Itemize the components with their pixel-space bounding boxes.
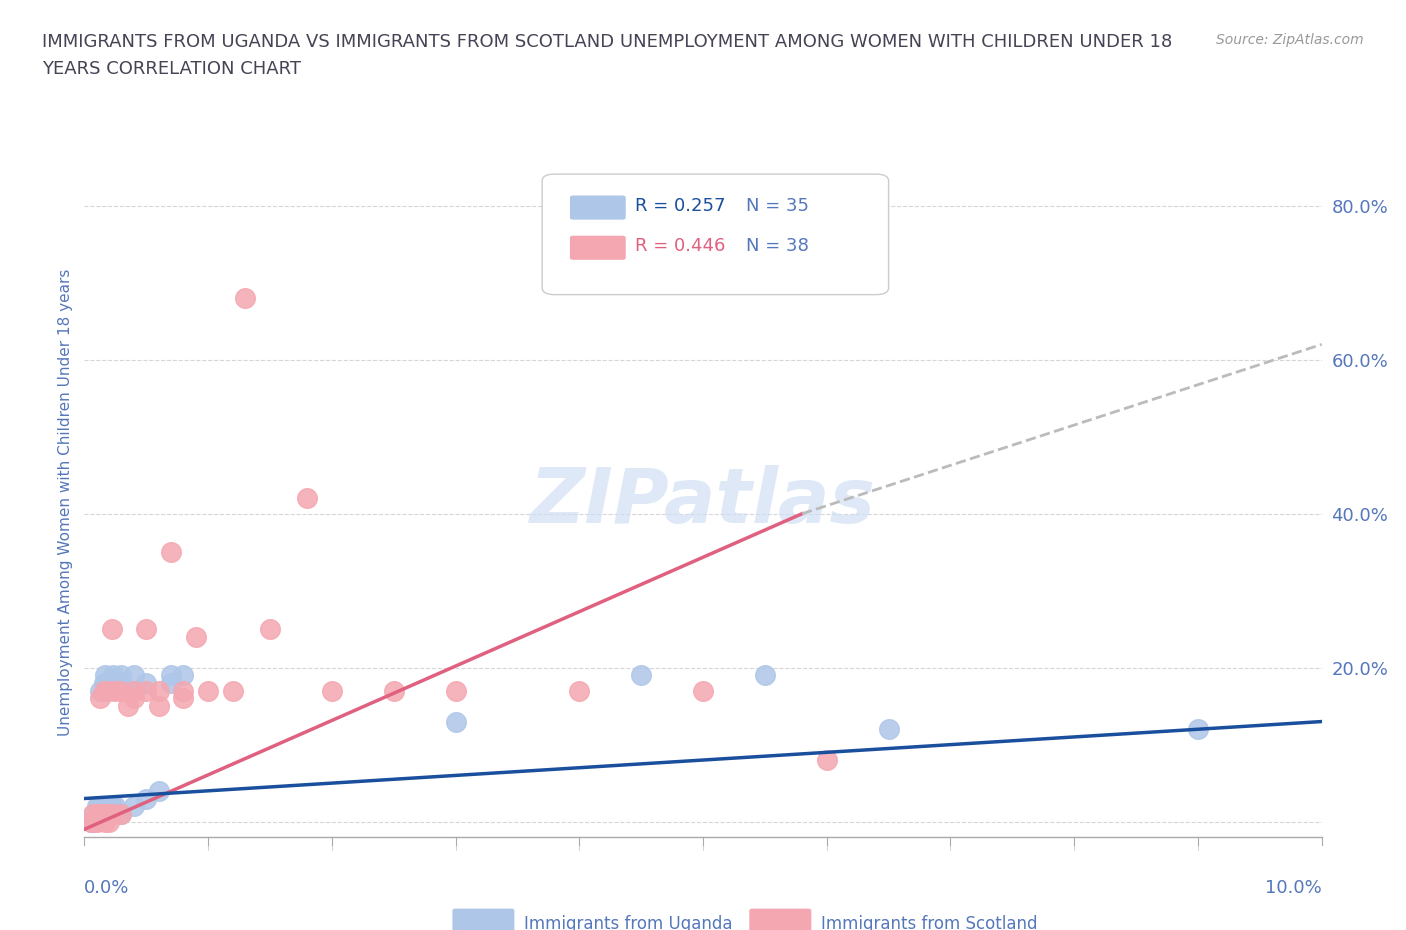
Text: Source: ZipAtlas.com: Source: ZipAtlas.com: [1216, 33, 1364, 46]
Point: [96, 799, 118, 814]
Point: [101, 806, 124, 821]
Point: [110, 668, 132, 683]
FancyBboxPatch shape: [543, 174, 889, 295]
Point: [91, 806, 114, 821]
Text: 10.0%: 10.0%: [1265, 880, 1322, 897]
Text: YEARS CORRELATION CHART: YEARS CORRELATION CHART: [42, 60, 301, 78]
Point: [692, 684, 714, 698]
Point: [222, 684, 245, 698]
Point: [100, 622, 122, 637]
Point: [94, 668, 117, 683]
Point: [148, 684, 170, 698]
Point: [98, 806, 121, 821]
Point: [568, 684, 591, 698]
Point: [259, 622, 281, 637]
Text: R = 0.446: R = 0.446: [636, 237, 725, 256]
Point: [877, 722, 900, 737]
Text: 0.0%: 0.0%: [84, 880, 129, 897]
Point: [630, 668, 652, 683]
Point: [122, 799, 145, 814]
Point: [135, 622, 157, 637]
Point: [295, 491, 318, 506]
Point: [98, 814, 121, 829]
Point: [110, 684, 132, 698]
Point: [89, 684, 111, 698]
Point: [444, 684, 467, 698]
Point: [91, 806, 114, 821]
Point: [110, 806, 132, 821]
Point: [82, 806, 104, 821]
Point: [117, 698, 139, 713]
Point: [110, 675, 132, 690]
FancyBboxPatch shape: [749, 910, 811, 930]
Point: [93, 684, 115, 698]
Point: [94, 814, 117, 829]
Point: [197, 684, 219, 698]
Text: N = 38: N = 38: [747, 237, 810, 256]
Point: [79, 814, 101, 829]
Y-axis label: Unemployment Among Women with Children Under 18 years: Unemployment Among Women with Children U…: [58, 269, 73, 736]
Point: [148, 783, 170, 798]
Point: [104, 799, 127, 814]
Text: N = 35: N = 35: [747, 197, 810, 215]
FancyBboxPatch shape: [571, 236, 626, 259]
Point: [110, 806, 132, 821]
Text: Immigrants from Scotland: Immigrants from Scotland: [821, 915, 1038, 930]
Text: IMMIGRANTS FROM UGANDA VS IMMIGRANTS FROM SCOTLAND UNEMPLOYMENT AMONG WOMEN WITH: IMMIGRANTS FROM UGANDA VS IMMIGRANTS FRO…: [42, 33, 1173, 50]
Point: [86, 806, 108, 821]
Point: [89, 806, 111, 821]
Point: [160, 668, 183, 683]
Point: [1187, 722, 1209, 737]
Point: [172, 691, 194, 706]
Point: [135, 791, 157, 806]
Point: [98, 675, 121, 690]
Point: [135, 675, 157, 690]
Point: [83, 814, 105, 829]
Point: [754, 668, 776, 683]
Point: [122, 684, 145, 698]
Point: [321, 684, 343, 698]
Point: [83, 814, 105, 829]
Point: [93, 675, 115, 690]
Point: [172, 668, 194, 683]
Point: [160, 675, 183, 690]
Point: [184, 630, 207, 644]
FancyBboxPatch shape: [453, 910, 513, 930]
Point: [148, 698, 170, 713]
Point: [79, 814, 101, 829]
Point: [86, 806, 108, 821]
Point: [100, 799, 122, 814]
Point: [122, 668, 145, 683]
Point: [86, 814, 108, 829]
Text: ZIPatlas: ZIPatlas: [530, 465, 876, 539]
Point: [444, 714, 467, 729]
Point: [172, 684, 194, 698]
Point: [86, 806, 108, 821]
Point: [98, 684, 121, 698]
Text: Immigrants from Uganda: Immigrants from Uganda: [523, 915, 733, 930]
Point: [82, 806, 104, 821]
Point: [233, 291, 256, 306]
Point: [160, 545, 183, 560]
FancyBboxPatch shape: [571, 196, 626, 219]
Point: [122, 691, 145, 706]
Point: [89, 691, 111, 706]
Point: [382, 684, 405, 698]
Point: [96, 806, 118, 821]
Point: [86, 799, 108, 814]
Text: R = 0.257: R = 0.257: [636, 197, 725, 215]
Point: [815, 752, 838, 767]
Point: [117, 684, 139, 698]
Point: [101, 668, 124, 683]
Point: [98, 799, 121, 814]
Point: [135, 684, 157, 698]
Point: [89, 799, 111, 814]
Point: [104, 684, 127, 698]
